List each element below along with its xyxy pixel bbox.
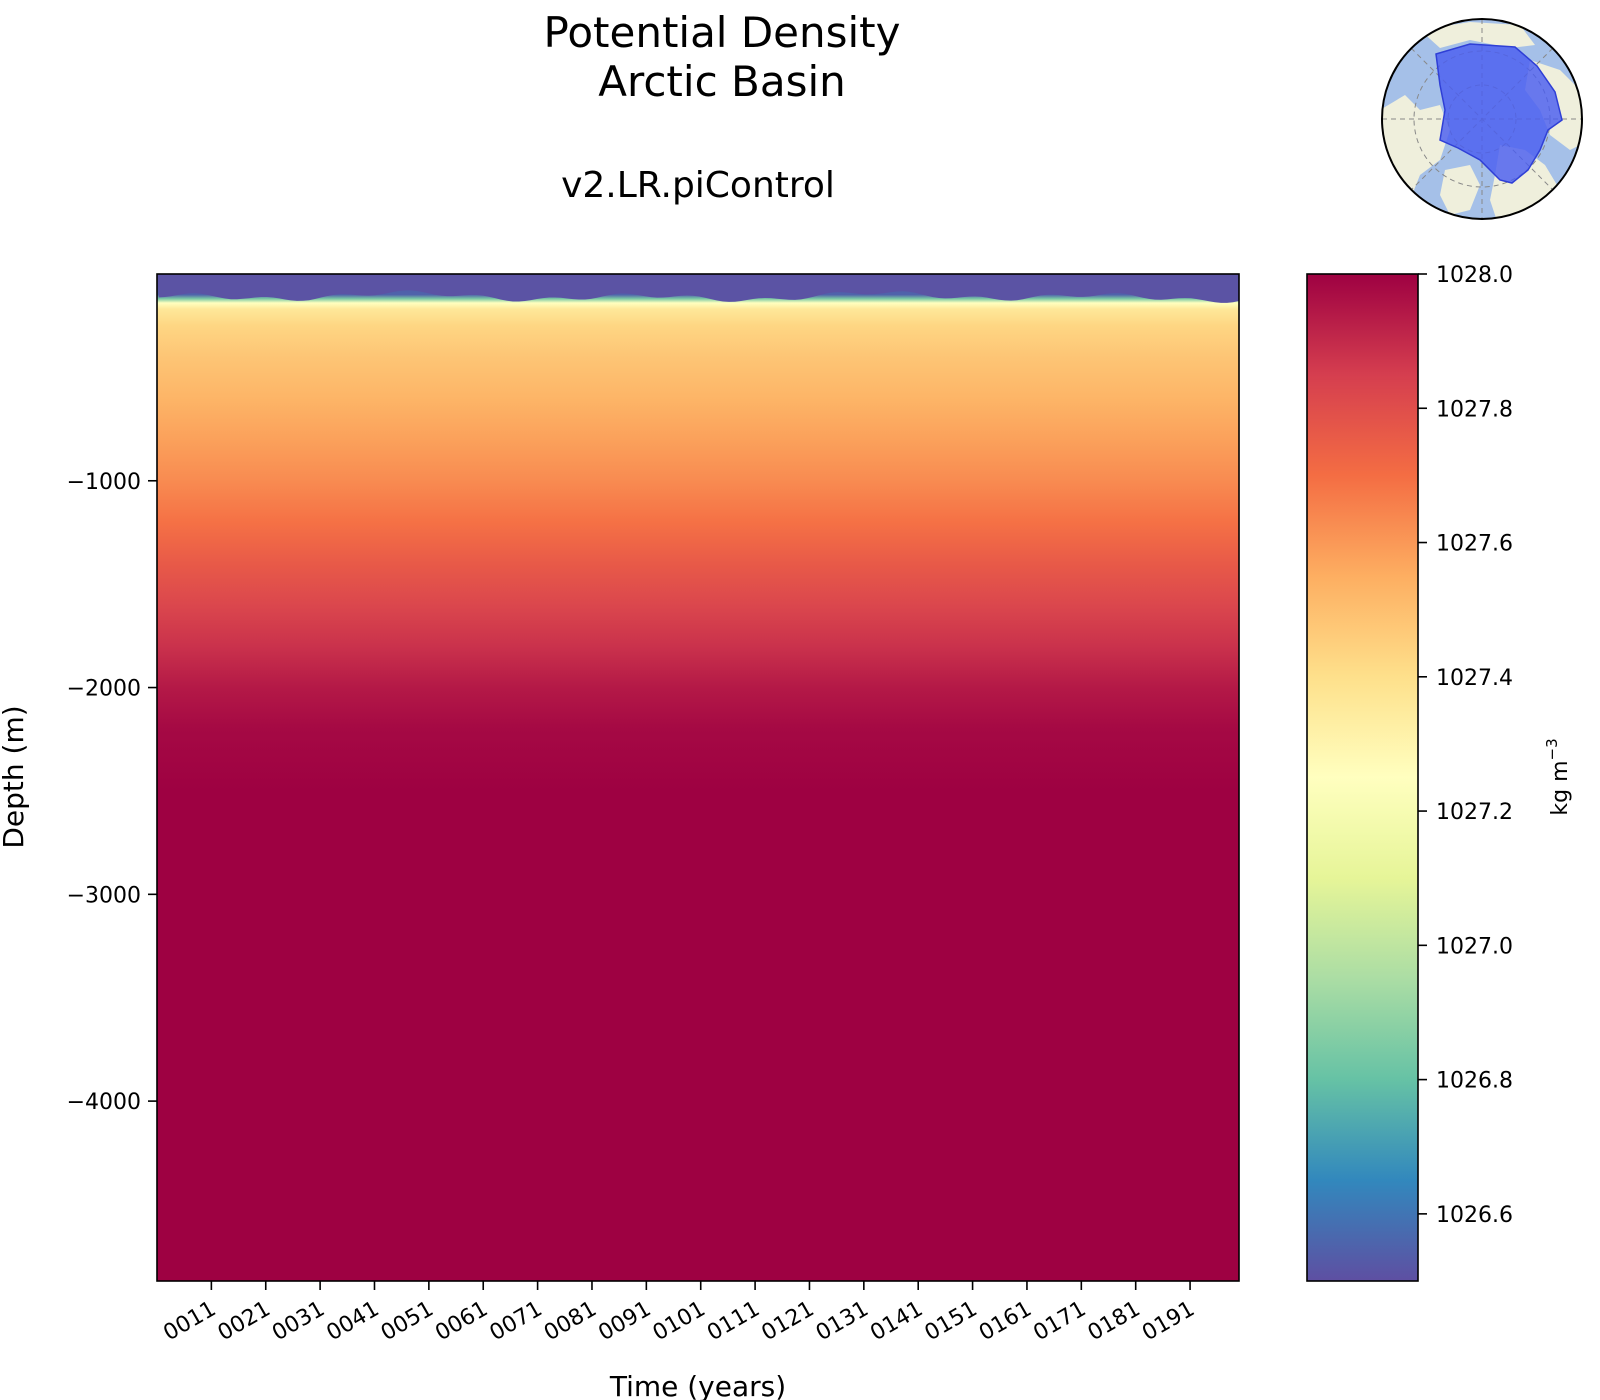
colorbar: 1026.6 1026.8 1027.0 1027.2 1027.4 1027.6 1027… [1306,263,1573,1282]
inset-frame [1381,18,1583,220]
y-tick-label: −4000 [67,1090,141,1115]
x-tick-label: 0121 [757,1297,818,1347]
y-tick-label: −3000 [67,883,141,908]
x-tick-label: 0041 [322,1297,383,1347]
chart-title: Potential Density [543,8,900,57]
y-tick-label: −2000 [67,677,141,702]
inset-land-greenland [1440,165,1480,215]
colorbar-tick-label: 1027.0 [1436,934,1513,959]
run-name: v2.LR.piControl [561,165,835,206]
x-tick-label: 0131 [812,1297,873,1347]
colorbar-label-exponent: −3 [1543,738,1561,760]
x-tick-label: 0111 [703,1297,764,1347]
x-axis: 0011002100310041005100610071008100910101… [159,1281,1199,1346]
y-axis: −1000 −2000 −3000 −4000 [67,470,157,1115]
colorbar-tick-label: 1026.8 [1436,1069,1513,1094]
y-axis-label: Depth (m) [0,705,30,848]
x-tick-label: 0181 [1084,1297,1145,1347]
x-axis-label: Time (years) [609,1370,786,1400]
colorbar-ticks: 1026.6 1026.8 1027.0 1027.2 1027.4 1027.6 1027… [1418,263,1513,1228]
x-tick-label: 0081 [540,1297,601,1347]
inset-map [1381,18,1583,220]
x-tick-label: 0021 [214,1297,275,1347]
colorbar-label-units: kg m [1548,760,1573,815]
x-tick-label: 0151 [921,1297,982,1347]
plot-area [156,273,1240,1282]
colorbar-tick-label: 1027.6 [1436,532,1513,557]
x-tick-label: 0061 [431,1297,492,1347]
colorbar-label: kg m−3 [1543,738,1573,815]
x-tick-label: 0051 [377,1297,438,1347]
mixed-layer-wobble [157,274,1239,303]
x-tick-label: 0101 [649,1297,710,1347]
x-tick-label: 0091 [594,1297,655,1347]
chart-subtitle: Arctic Basin [598,57,845,106]
plot-frame [156,273,1240,1282]
colorbar-tick-label: 1027.8 [1436,397,1513,422]
colorbar-tick-label: 1027.4 [1436,666,1513,691]
inset-land-north [1420,22,1535,48]
colorbar-fill [1307,274,1418,1281]
x-tick-label: 0011 [159,1297,220,1347]
inset-region [1435,43,1563,184]
x-tick-label: 0161 [975,1297,1036,1347]
y-tick-label: −1000 [67,470,141,495]
colorbar-tick-label: 1026.6 [1436,1203,1513,1228]
x-tick-label: 0141 [866,1297,927,1347]
x-tick-label: 0031 [268,1297,329,1347]
colorbar-frame [1306,273,1419,1282]
colorbar-tick-label: 1027.2 [1436,800,1513,825]
x-tick-label: 0191 [1138,1297,1199,1347]
heatmap [157,274,1239,1281]
x-tick-label: 0171 [1029,1297,1090,1347]
x-tick-label: 0071 [486,1297,547,1347]
colorbar-tick-label: 1028.0 [1436,263,1513,288]
